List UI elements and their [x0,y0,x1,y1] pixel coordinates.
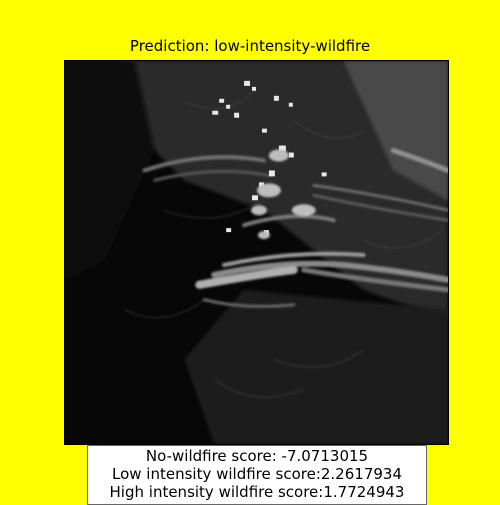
prediction-title: Prediction: low-intensity-wildfire [129,37,371,55]
no-wildfire-score: No-wildfire score: -7.0713015 [145,447,369,465]
satellite-image-render [65,61,448,444]
high-intensity-wildfire-score: High intensity wildfire score:1.7724943 [109,483,405,501]
satellite-image [64,60,449,445]
low-intensity-wildfire-score: Low intensity wildfire score:2.2617934 [112,465,402,483]
score-legend-box: No-wildfire score: -7.0713015 Low intens… [87,445,427,505]
